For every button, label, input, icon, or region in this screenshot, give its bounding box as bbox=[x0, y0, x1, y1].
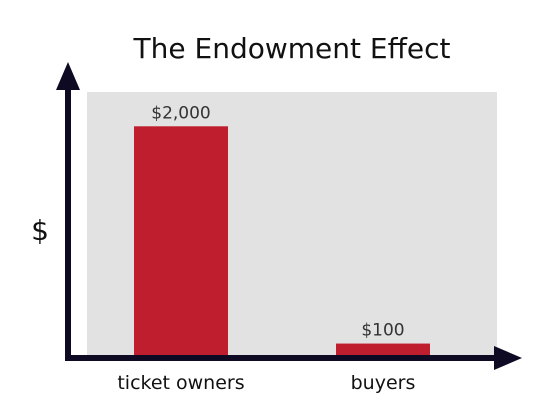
category-label-ticket-owners: ticket owners bbox=[117, 372, 244, 394]
y-axis bbox=[56, 62, 80, 360]
bar-ticket-owners bbox=[134, 126, 228, 355]
x-axis-arrowhead bbox=[494, 346, 522, 370]
chart-title: The Endowment Effect bbox=[133, 32, 451, 65]
y-axis-label: $ bbox=[31, 214, 49, 247]
data-labels: $2,000 $100 bbox=[151, 103, 404, 340]
y-axis-arrowhead bbox=[56, 62, 80, 90]
bar-buyers bbox=[336, 343, 430, 355]
bars bbox=[134, 126, 430, 355]
data-label-buyers: $100 bbox=[361, 321, 404, 341]
x-axis bbox=[65, 346, 522, 370]
data-label-ticket-owners: $2,000 bbox=[151, 103, 210, 123]
category-labels: ticket owners buyers bbox=[117, 372, 415, 394]
category-label-buyers: buyers bbox=[351, 372, 416, 394]
